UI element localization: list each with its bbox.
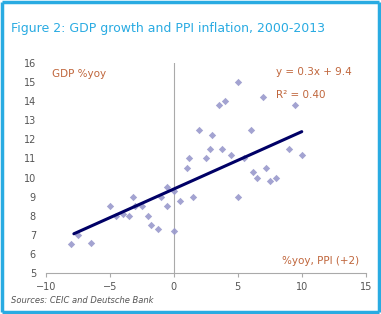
Point bbox=[139, 204, 145, 209]
Point bbox=[132, 204, 138, 209]
Point bbox=[254, 175, 260, 180]
Point bbox=[260, 95, 266, 100]
Point bbox=[216, 102, 222, 107]
Point bbox=[235, 194, 241, 199]
Point bbox=[273, 175, 279, 180]
Point bbox=[120, 211, 126, 216]
Point bbox=[209, 133, 215, 138]
Text: Sources: CEIC and Deutsche Bank: Sources: CEIC and Deutsche Bank bbox=[11, 295, 154, 305]
Point bbox=[155, 227, 162, 232]
Text: Figure 2: GDP growth and PPI inflation, 2000-2013: Figure 2: GDP growth and PPI inflation, … bbox=[11, 22, 325, 35]
Point bbox=[203, 156, 209, 161]
Point bbox=[190, 194, 196, 199]
Point bbox=[263, 165, 269, 171]
Point bbox=[207, 146, 213, 151]
Point bbox=[241, 156, 247, 161]
Point bbox=[171, 188, 177, 193]
Point bbox=[250, 169, 256, 174]
Text: y = 0.3x + 9.4: y = 0.3x + 9.4 bbox=[276, 67, 352, 77]
Point bbox=[299, 152, 305, 157]
Point bbox=[164, 204, 170, 209]
Point bbox=[286, 146, 292, 151]
Point bbox=[248, 127, 254, 132]
Point bbox=[292, 102, 298, 107]
Point bbox=[267, 179, 273, 184]
Point bbox=[186, 156, 192, 161]
Text: %yoy, PPI (+2): %yoy, PPI (+2) bbox=[282, 256, 359, 266]
Point bbox=[158, 194, 164, 199]
Point bbox=[177, 198, 183, 203]
Point bbox=[88, 240, 94, 245]
Point bbox=[222, 99, 228, 104]
Point bbox=[171, 229, 177, 234]
Point bbox=[126, 213, 132, 218]
Text: GDP %yoy: GDP %yoy bbox=[52, 68, 106, 78]
Point bbox=[113, 213, 119, 218]
Point bbox=[75, 232, 81, 237]
Point bbox=[148, 223, 154, 228]
Point bbox=[164, 185, 170, 190]
Point bbox=[68, 242, 74, 247]
Point bbox=[235, 79, 241, 84]
Point bbox=[130, 194, 136, 199]
Point bbox=[107, 204, 113, 209]
Point bbox=[219, 146, 226, 151]
Text: R² = 0.40: R² = 0.40 bbox=[276, 90, 326, 100]
Point bbox=[145, 213, 151, 218]
Point bbox=[228, 152, 234, 157]
Point bbox=[184, 165, 190, 171]
Point bbox=[196, 127, 202, 132]
